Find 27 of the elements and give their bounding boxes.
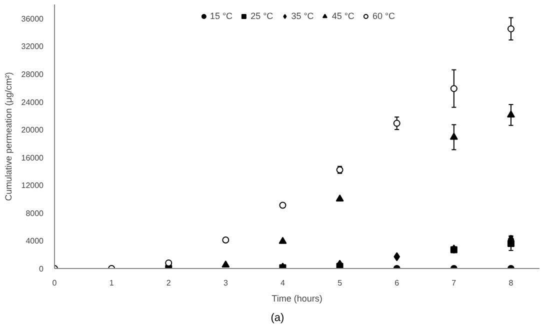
legend-label: 45 °C — [332, 11, 354, 21]
y-tick-label: 36000 — [21, 14, 44, 24]
y-tick-label: 8000 — [26, 208, 44, 218]
x-tick-label: 8 — [508, 278, 514, 288]
x-tick-label: 1 — [109, 278, 114, 288]
y-tick-label: 12000 — [21, 181, 44, 190]
y-tick-label: 0 — [39, 264, 44, 274]
x-axis-title: Time (hours) — [272, 294, 322, 304]
y-tick-label: 28000 — [21, 70, 44, 79]
text: (a) — [270, 311, 284, 326]
x-tick-label: 3 — [223, 278, 228, 288]
y-tick-label: 20000 — [21, 126, 44, 135]
y-tick-label: 16000 — [21, 153, 44, 162]
x-tick-label: 5 — [338, 278, 343, 288]
legend-label: 15 °C — [210, 11, 233, 21]
x-tick-label: 4 — [280, 278, 286, 288]
x-tick-label: 2 — [166, 278, 172, 288]
legend-label: 25 °C — [250, 11, 274, 21]
y-tick-label: 24000 — [21, 98, 44, 107]
legend-label: 60 °C — [372, 11, 396, 21]
x-tick-label: 6 — [394, 278, 400, 288]
legend-label: 35 °C — [291, 11, 314, 21]
x-tick-label: 0 — [52, 278, 58, 288]
y-tick-label: 4000 — [26, 236, 44, 246]
y-axis-title: Cumulative permeation (μg/cm²) — [3, 72, 14, 201]
y-tick-label: 32000 — [21, 42, 44, 52]
x-tick-label: 7 — [452, 278, 457, 288]
